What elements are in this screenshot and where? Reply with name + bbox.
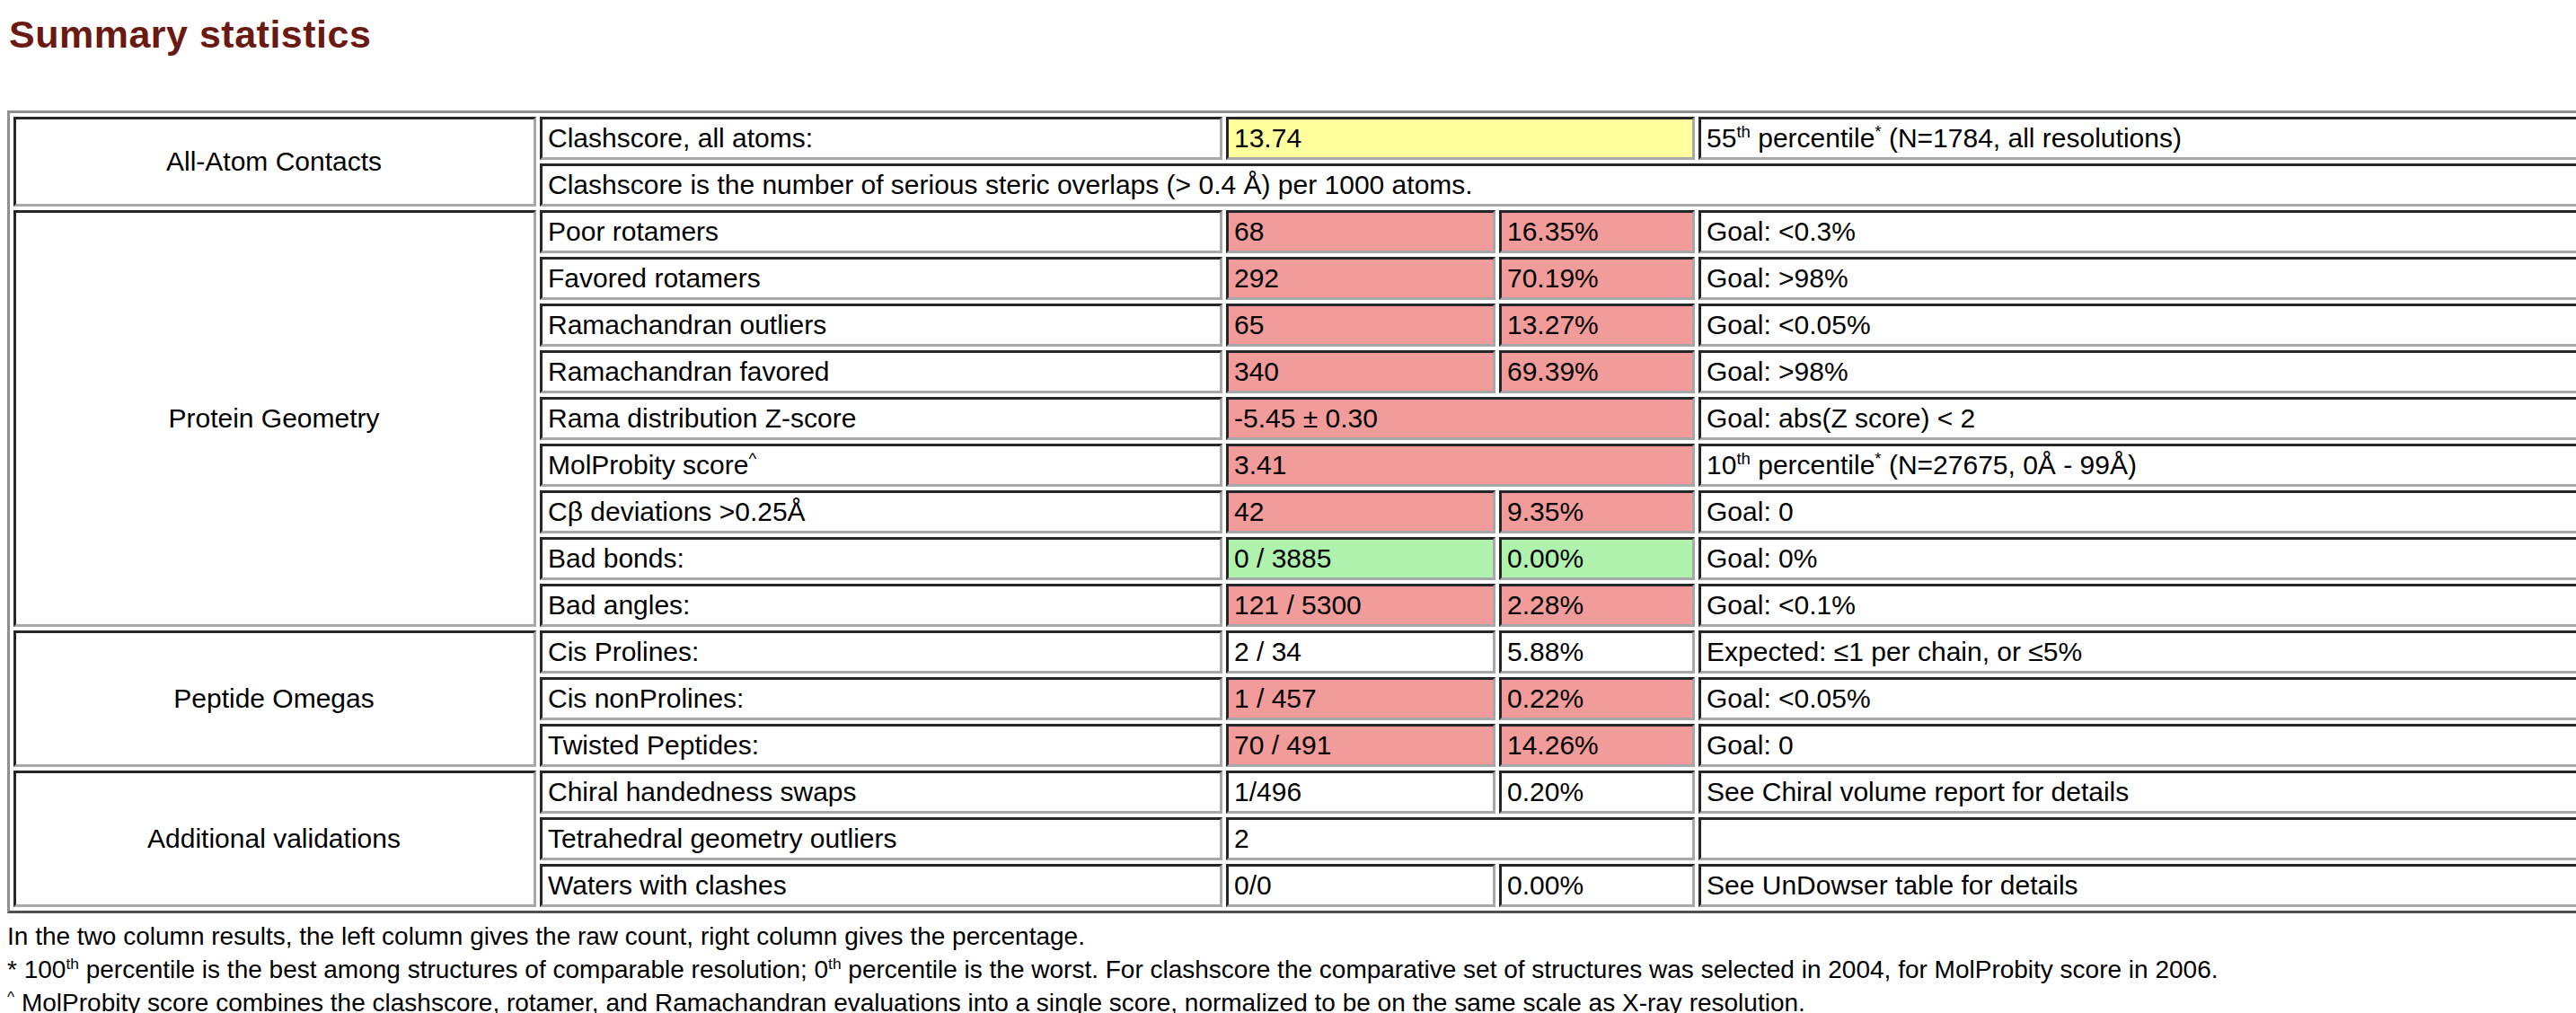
goal-cell: Goal: >98% — [1698, 350, 2576, 393]
value-cell: 13.74 — [1226, 117, 1695, 160]
superscript: th — [828, 955, 841, 973]
value-cell: 42 — [1226, 490, 1495, 533]
goal-cell: 55th percentile* (N=1784, all resolution… — [1698, 117, 2576, 160]
superscript: * — [1875, 122, 1881, 141]
goal-cell: 10th percentile* (N=27675, 0Å - 99Å) — [1698, 444, 2576, 487]
percent-cell: 0.20% — [1499, 771, 1695, 814]
goal-text: percentile — [1751, 450, 1875, 480]
percent-cell: 69.39% — [1499, 350, 1695, 393]
table-row: Protein Geometry Poor rotamers 68 16.35%… — [13, 210, 2576, 253]
goal-cell: Goal: <0.1% — [1698, 584, 2576, 627]
metric-cell: Tetrahedral geometry outliers — [540, 817, 1222, 860]
metric-cell: Ramachandran favored — [540, 350, 1222, 393]
percent-cell: 0.22% — [1499, 677, 1695, 720]
footnote-percentile: * 100th percentile is the best among str… — [7, 953, 2576, 986]
superscript: * — [1875, 449, 1881, 468]
goal-cell: Goal: <0.05% — [1698, 677, 2576, 720]
molprobity-summary-page: Summary statistics All-Atom Contacts Cla… — [0, 13, 2576, 1013]
metric-cell: Cβ deviations >0.25Å — [540, 490, 1222, 533]
goal-text: (N=27675, 0Å - 99Å) — [1882, 450, 2137, 480]
section-label-additional-validations: Additional validations — [13, 771, 536, 907]
goal-cell: Goal: 0 — [1698, 490, 2576, 533]
goal-cell: Goal: >98% — [1698, 257, 2576, 300]
superscript: th — [1736, 449, 1751, 468]
goal-cell: Goal: abs(Z score) < 2 — [1698, 397, 2576, 440]
table-row: Additional validations Chiral handedness… — [13, 771, 2576, 814]
metric-cell: Favored rotamers — [540, 257, 1222, 300]
value-cell: 3.41 — [1226, 444, 1695, 487]
goal-cell: Goal: 0% — [1698, 537, 2576, 580]
goal-cell: See Chiral volume report for details — [1698, 771, 2576, 814]
metric-cell: Bad angles: — [540, 584, 1222, 627]
metric-cell: Rama distribution Z-score — [540, 397, 1222, 440]
section-label-peptide-omegas: Peptide Omegas — [13, 630, 536, 767]
metric-cell: Cis Prolines: — [540, 630, 1222, 674]
goal-text: percentile — [1751, 123, 1875, 153]
goal-cell — [1698, 817, 2576, 860]
value-cell: 0 / 3885 — [1226, 537, 1495, 580]
superscript: ^ — [7, 988, 14, 1006]
metric-text: MolProbity score — [548, 450, 748, 480]
table-row: Peptide Omegas Cis Prolines: 2 / 34 5.88… — [13, 630, 2576, 674]
metric-cell: Clashscore, all atoms: — [540, 117, 1222, 160]
value-cell: 1 / 457 — [1226, 677, 1495, 720]
table-row: All-Atom Contacts Clashscore, all atoms:… — [13, 117, 2576, 160]
goal-cell: Expected: ≤1 per chain, or ≤5% — [1698, 630, 2576, 674]
percent-cell: 0.00% — [1499, 537, 1695, 580]
percent-cell: 13.27% — [1499, 304, 1695, 347]
goal-cell: Goal: 0 — [1698, 724, 2576, 767]
value-cell: 68 — [1226, 210, 1495, 253]
footnote-text: * 100 — [7, 956, 66, 983]
value-cell: 1/496 — [1226, 771, 1495, 814]
goal-text: (N=1784, all resolutions) — [1882, 123, 2182, 153]
footnote-text: percentile is the worst. For clashscore … — [842, 956, 2219, 983]
percent-cell: 5.88% — [1499, 630, 1695, 674]
metric-cell: Waters with clashes — [540, 864, 1222, 907]
value-cell: 292 — [1226, 257, 1495, 300]
metric-cell: Cis nonProlines: — [540, 677, 1222, 720]
goal-cell: Goal: <0.3% — [1698, 210, 2576, 253]
value-cell: 70 / 491 — [1226, 724, 1495, 767]
page-title: Summary statistics — [9, 13, 2576, 57]
goal-text: 55 — [1707, 123, 1736, 153]
value-cell: 65 — [1226, 304, 1495, 347]
superscript: th — [66, 955, 78, 973]
footnotes: In the two column results, the left colu… — [7, 920, 2576, 1013]
metric-cell: Poor rotamers — [540, 210, 1222, 253]
footnote-molprobity-score: ^ MolProbity score combines the clashsco… — [7, 986, 2576, 1013]
metric-cell: MolProbity score^ — [540, 444, 1222, 487]
section-label-protein-geometry: Protein Geometry — [13, 210, 536, 627]
clashscore-description-cell: Clashscore is the number of serious ster… — [540, 163, 2576, 207]
percent-cell: 2.28% — [1499, 584, 1695, 627]
goal-cell: Goal: <0.05% — [1698, 304, 2576, 347]
summary-statistics-table: All-Atom Contacts Clashscore, all atoms:… — [7, 110, 2576, 913]
footnote-two-column: In the two column results, the left colu… — [7, 920, 2576, 953]
metric-cell: Bad bonds: — [540, 537, 1222, 580]
goal-cell: See UnDowser table for details — [1698, 864, 2576, 907]
percent-cell: 14.26% — [1499, 724, 1695, 767]
metric-cell: Ramachandran outliers — [540, 304, 1222, 347]
superscript: th — [1736, 122, 1751, 141]
percent-cell: 16.35% — [1499, 210, 1695, 253]
superscript: ^ — [748, 449, 756, 468]
value-cell: 121 / 5300 — [1226, 584, 1495, 627]
footnote-text: MolProbity score combines the clashscore… — [14, 989, 1805, 1013]
value-cell: 2 / 34 — [1226, 630, 1495, 674]
section-label-all-atom-contacts: All-Atom Contacts — [13, 117, 536, 207]
percent-cell: 70.19% — [1499, 257, 1695, 300]
value-cell: 340 — [1226, 350, 1495, 393]
percent-cell: 9.35% — [1499, 490, 1695, 533]
footnote-text: percentile is the best among structures … — [79, 956, 828, 983]
value-cell: 0/0 — [1226, 864, 1495, 907]
percent-cell: 0.00% — [1499, 864, 1695, 907]
goal-text: 10 — [1707, 450, 1736, 480]
metric-cell: Twisted Peptides: — [540, 724, 1222, 767]
value-cell: -5.45 ± 0.30 — [1226, 397, 1695, 440]
metric-cell: Chiral handedness swaps — [540, 771, 1222, 814]
value-cell: 2 — [1226, 817, 1695, 860]
